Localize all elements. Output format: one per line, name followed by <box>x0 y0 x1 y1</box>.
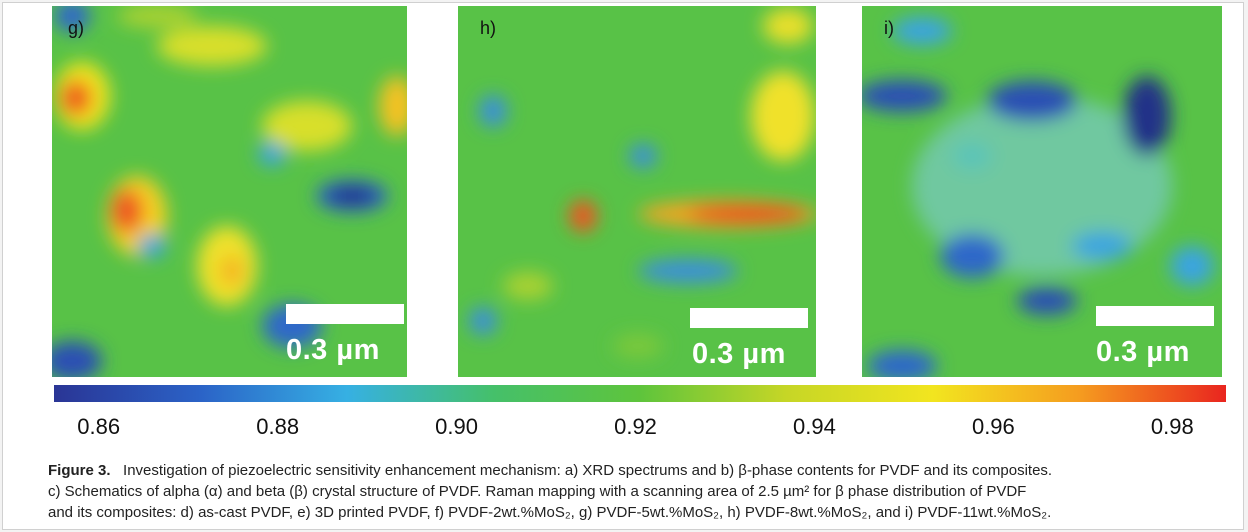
colorbar <box>54 385 1226 402</box>
raman-map-g: g) 0.3 µm <box>52 6 407 377</box>
caption-line-1: Figure 3. Investigation of piezoelectric… <box>48 460 1238 481</box>
caption-text-1: Investigation of piezoelectric sensitivi… <box>123 462 1053 479</box>
colorbar-tick-label: 0.90 <box>435 414 479 439</box>
caption-line-2: c) Schematics of alpha (α) and beta (β) … <box>48 483 1027 500</box>
colorbar-tick-label: 0.94 <box>793 414 836 439</box>
panel-label: i) <box>884 18 894 38</box>
raman-map-h: h) 0.3 µm <box>458 6 816 377</box>
colorbar-tick-label: 0.92 <box>614 414 657 439</box>
scale-bar <box>690 308 808 328</box>
scale-bar <box>1096 306 1214 326</box>
caption-label: Figure 3. <box>48 462 111 479</box>
heatmap-g <box>52 6 407 377</box>
colorbar-tick-label: 0.96 <box>971 414 1015 439</box>
scale-label: 0.3 µm <box>692 338 786 370</box>
panel-label: g) <box>68 18 85 38</box>
colorbar-tick-label: 0.98 <box>1150 414 1194 439</box>
colorbar-tick-label: 0.88 <box>256 414 300 439</box>
scale-bar <box>286 304 404 324</box>
scale-label: 0.3 µm <box>1096 336 1190 368</box>
raman-map-i: i) 0.3 µm <box>862 6 1222 377</box>
caption-line-3: and its composites: d) as-cast PVDF, e) … <box>48 504 1052 521</box>
panel-label: h) <box>480 18 497 38</box>
scale-label: 0.3 µm <box>286 334 380 366</box>
figure-caption: Figure 3. Investigation of piezoelectric… <box>48 460 1238 523</box>
colorbar-tick-label: 0.86 <box>77 414 121 439</box>
